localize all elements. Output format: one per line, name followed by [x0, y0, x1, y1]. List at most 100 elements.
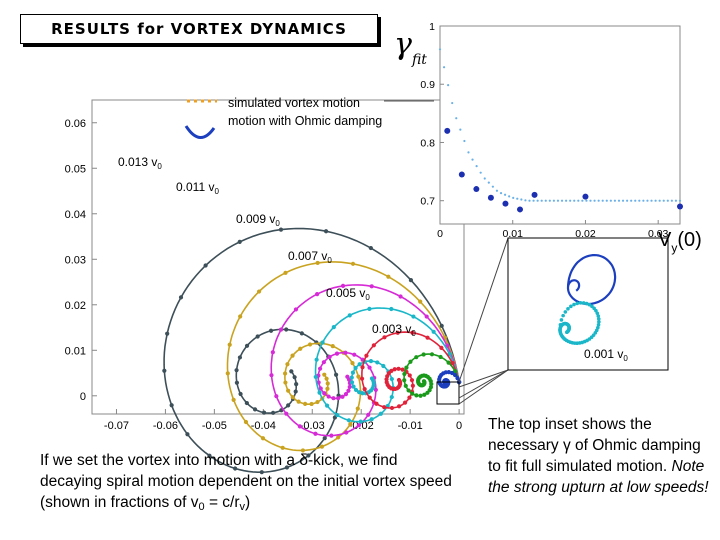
- inset-fit-point: [593, 199, 596, 202]
- series-point: [411, 314, 416, 319]
- series-point: [455, 375, 460, 381]
- series-point: [286, 388, 291, 393]
- series-point: [290, 353, 295, 358]
- series-point: [321, 360, 326, 365]
- inset-fit-point: [630, 199, 633, 202]
- series-point: [414, 393, 419, 398]
- series-point: [446, 370, 451, 375]
- inset-data-point: [444, 127, 451, 134]
- inset-fit-point: [512, 196, 515, 199]
- series-point: [322, 391, 327, 396]
- left-caption: If we set the vortex into motion with a …: [40, 452, 452, 513]
- series-point: [356, 374, 361, 379]
- inset-y-tick-label: 0.9: [420, 79, 435, 91]
- series-point: [297, 424, 302, 429]
- series-point: [336, 435, 341, 440]
- inset-fit-point: [666, 199, 669, 202]
- inset-fit-point: [471, 158, 474, 161]
- series-point: [386, 274, 391, 279]
- y-tick-label: 0.04: [65, 209, 86, 221]
- series-point: [353, 365, 358, 371]
- inset-data-point: [517, 206, 523, 213]
- series-point: [374, 401, 379, 406]
- series-point: [316, 380, 321, 385]
- series-point: [355, 406, 360, 411]
- series-point: [353, 387, 359, 393]
- inset-fit-point: [544, 199, 547, 202]
- inset-fit-point: [508, 195, 511, 198]
- inset-fit-point: [646, 199, 649, 202]
- series-point: [260, 436, 266, 441]
- zoom-connector-3: [458, 369, 509, 399]
- inset-fit-point: [516, 197, 519, 200]
- series-point: [162, 368, 167, 373]
- inset-fit-point: [475, 165, 478, 168]
- series-point: [449, 370, 455, 376]
- inset-fit-point: [674, 199, 678, 202]
- inset-fit-point: [503, 193, 507, 196]
- series-point: [286, 403, 291, 408]
- series-point: [331, 325, 336, 330]
- inset-data-point: [458, 171, 465, 178]
- series-point: [349, 375, 354, 380]
- inset-y-tick-label: 0.8: [420, 137, 435, 149]
- series-point: [348, 422, 353, 427]
- series-point: [350, 361, 355, 366]
- series-label: 0.007 v0: [288, 249, 332, 265]
- inset-fit-point: [459, 128, 462, 131]
- series-point: [384, 377, 389, 382]
- series-point: [340, 283, 346, 288]
- zoom-cyan-spiral: [559, 318, 564, 322]
- inset-fit-point: [621, 199, 625, 202]
- series-point: [389, 306, 394, 312]
- x-tick-label: 0: [456, 420, 462, 432]
- series-label: 0.011 v0: [176, 180, 219, 196]
- x-tick-label: -0.01: [398, 420, 423, 432]
- inset-ylabel: γfit: [394, 27, 427, 68]
- inset-x-tick-label: 0: [437, 228, 443, 240]
- series-point: [283, 270, 288, 275]
- series-point: [424, 314, 429, 319]
- series-point: [346, 388, 351, 393]
- inset-fit-point: [573, 199, 576, 202]
- series-point: [439, 323, 444, 328]
- series-point: [392, 367, 397, 372]
- series-point: [366, 412, 371, 417]
- series-label: 0.003 v0: [372, 322, 416, 338]
- series-point: [381, 363, 386, 369]
- series-point: [274, 394, 279, 399]
- series-point: [269, 373, 274, 378]
- series-point: [450, 360, 455, 366]
- series-point: [256, 289, 262, 294]
- series-point: [325, 381, 330, 386]
- legend: simulated vortex motion motion with Ohmi…: [184, 96, 434, 139]
- zoom-cyan-spiral: [561, 313, 565, 318]
- zoom-label: 0.001 v0: [584, 347, 628, 363]
- y-tick-label: 0.01: [65, 345, 86, 357]
- series-point: [404, 365, 409, 370]
- series-point: [307, 342, 313, 347]
- inset-fit-point: [556, 199, 560, 202]
- series-point: [378, 411, 383, 416]
- series-point: [409, 378, 415, 383]
- inset-fit-point: [451, 101, 454, 105]
- series-point: [320, 340, 325, 345]
- series-point: [315, 260, 320, 266]
- inset-y-tick-label: 1: [429, 21, 435, 33]
- series-point: [396, 377, 402, 383]
- zoom-cyan-spiral: [596, 325, 600, 330]
- series-point: [421, 379, 427, 384]
- y-tick-label: 0: [80, 391, 86, 403]
- inset-fit-point: [495, 189, 499, 192]
- series-point: [359, 376, 365, 381]
- inset-fit-point: [520, 198, 523, 201]
- series-point: [352, 352, 357, 357]
- series-point: [350, 261, 356, 266]
- series-point: [406, 388, 411, 393]
- series-point: [327, 354, 332, 360]
- series-point: [314, 357, 319, 362]
- inset-data-point: [473, 186, 480, 193]
- series-point: [418, 299, 423, 304]
- main-plot-series: [162, 227, 462, 475]
- series-point: [225, 371, 230, 376]
